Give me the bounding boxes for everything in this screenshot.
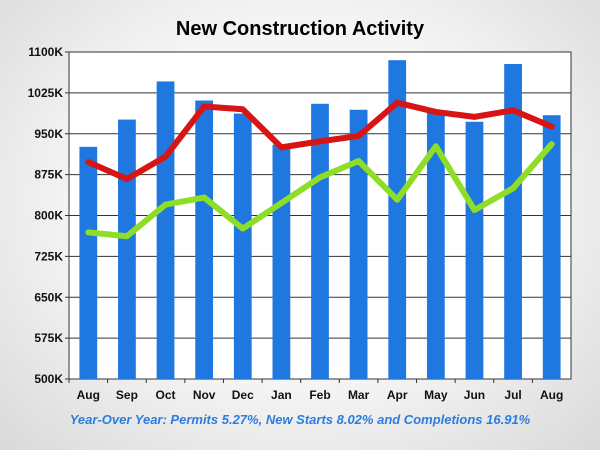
- bar: [388, 60, 407, 380]
- footnote: Year-Over Year: Permits 5.27%, New Start…: [69, 412, 531, 427]
- series-line: [85, 141, 555, 240]
- bar: [118, 119, 136, 379]
- bar: [465, 121, 484, 379]
- y-tick-label: 875K: [34, 168, 63, 182]
- bar: [426, 110, 445, 379]
- x-tick-label: Apr: [387, 388, 408, 402]
- series-line: [85, 99, 555, 182]
- bar: [79, 146, 98, 379]
- bar: [504, 63, 522, 380]
- bar: [349, 109, 368, 380]
- x-tick-label: Nov: [193, 388, 216, 402]
- x-tick-label: Feb: [309, 388, 330, 402]
- x-tick-label: Aug: [77, 388, 100, 402]
- y-tick-label: 500K: [34, 372, 63, 386]
- y-tick-label: 1025K: [28, 86, 64, 100]
- y-tick-label: 650K: [34, 290, 63, 304]
- x-tick-label: Jul: [504, 388, 521, 402]
- x-tick-label: Sep: [116, 388, 138, 402]
- y-tick-label: 950K: [34, 127, 63, 141]
- x-tick-label: May: [424, 388, 448, 402]
- lines: [85, 99, 555, 240]
- x-tick-label: Oct: [156, 388, 176, 402]
- bar: [233, 113, 252, 380]
- y-axis: 500K 575K 650K 725K 800K 875K 950K 1025K 1100K: [28, 45, 69, 386]
- x-axis: Aug Sep Oct Nov Dec Jan Feb Mar Apr May Jun Jul Aug: [68, 379, 563, 402]
- chart-title: New Construction Activity: [176, 18, 425, 40]
- x-tick-label: Jun: [464, 388, 485, 402]
- y-tick-label: 800K: [34, 209, 63, 223]
- y-tick-label: 725K: [34, 249, 63, 263]
- x-tick-label: Mar: [348, 388, 370, 402]
- bar: [272, 144, 291, 379]
- bar: [542, 115, 561, 379]
- x-tick-label: Aug: [540, 388, 563, 402]
- x-tick-label: Dec: [232, 388, 254, 402]
- bars: [79, 60, 561, 380]
- y-tick-label: 1100K: [28, 45, 63, 59]
- bar: [156, 81, 175, 380]
- bar: [195, 100, 214, 379]
- x-tick-label: Jan: [271, 388, 292, 402]
- y-tick-label: 575K: [34, 331, 63, 345]
